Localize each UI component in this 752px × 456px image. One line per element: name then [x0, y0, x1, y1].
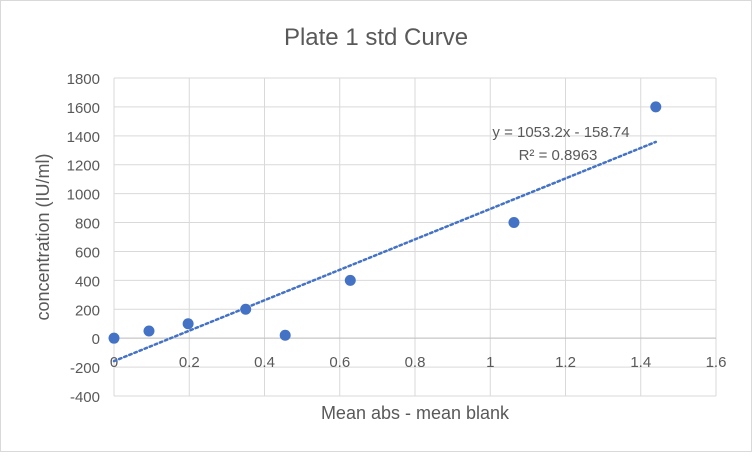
trendline-r2-label: R² = 0.8963	[519, 147, 598, 164]
y-tick-label: 1200	[67, 158, 100, 175]
y-tick-label: 600	[75, 244, 100, 261]
data-point	[182, 318, 194, 330]
data-point	[508, 217, 520, 229]
y-tick-label: 200	[75, 302, 100, 319]
y-tick-label: 1400	[67, 129, 100, 146]
data-point	[344, 274, 356, 286]
chart-title: Plate 1 std Curve	[284, 24, 468, 51]
x-axis-tick-labels: 0 0.2 0.4 0.6 0.8 1 1.2 1.4 1.6	[110, 354, 727, 371]
data-point	[650, 101, 662, 113]
x-tick-label: 0.8	[405, 354, 426, 371]
y-tick-label: 1000	[67, 187, 100, 204]
x-tick-label: 1.2	[555, 354, 576, 371]
y-tick-label: -200	[70, 360, 100, 377]
trendline	[112, 140, 658, 363]
y-tick-label: 1800	[67, 71, 100, 88]
gridlines	[113, 77, 717, 397]
x-tick-label: 0.4	[254, 354, 275, 371]
x-tick-label: 1.6	[706, 354, 727, 371]
data-points	[108, 101, 662, 344]
trendline-group	[112, 140, 658, 363]
data-point	[240, 303, 252, 315]
x-tick-label: 0	[110, 354, 118, 371]
data-point	[279, 329, 291, 341]
y-tick-label: 0	[92, 331, 100, 348]
data-point	[108, 332, 120, 344]
y-tick-label: 400	[75, 273, 100, 290]
y-axis-tick-labels: -400 -200 0 200 400 600 800 1000 1200 1400 1600 180…	[67, 71, 100, 406]
x-axis-title: Mean abs - mean blank	[321, 403, 510, 423]
x-tick-label: 1	[486, 354, 494, 371]
y-tick-label: -400	[70, 389, 100, 406]
x-tick-label: 0.2	[179, 354, 200, 371]
trendline-equation-label: y = 1053.2x - 158.74	[492, 124, 629, 141]
data-point	[143, 325, 155, 337]
y-tick-label: 1600	[67, 100, 100, 117]
y-axis-title: concentration (IU/ml)	[33, 153, 53, 320]
x-tick-label: 0.6	[329, 354, 350, 371]
x-tick-label: 1.4	[630, 354, 651, 371]
y-tick-label: 800	[75, 216, 100, 233]
